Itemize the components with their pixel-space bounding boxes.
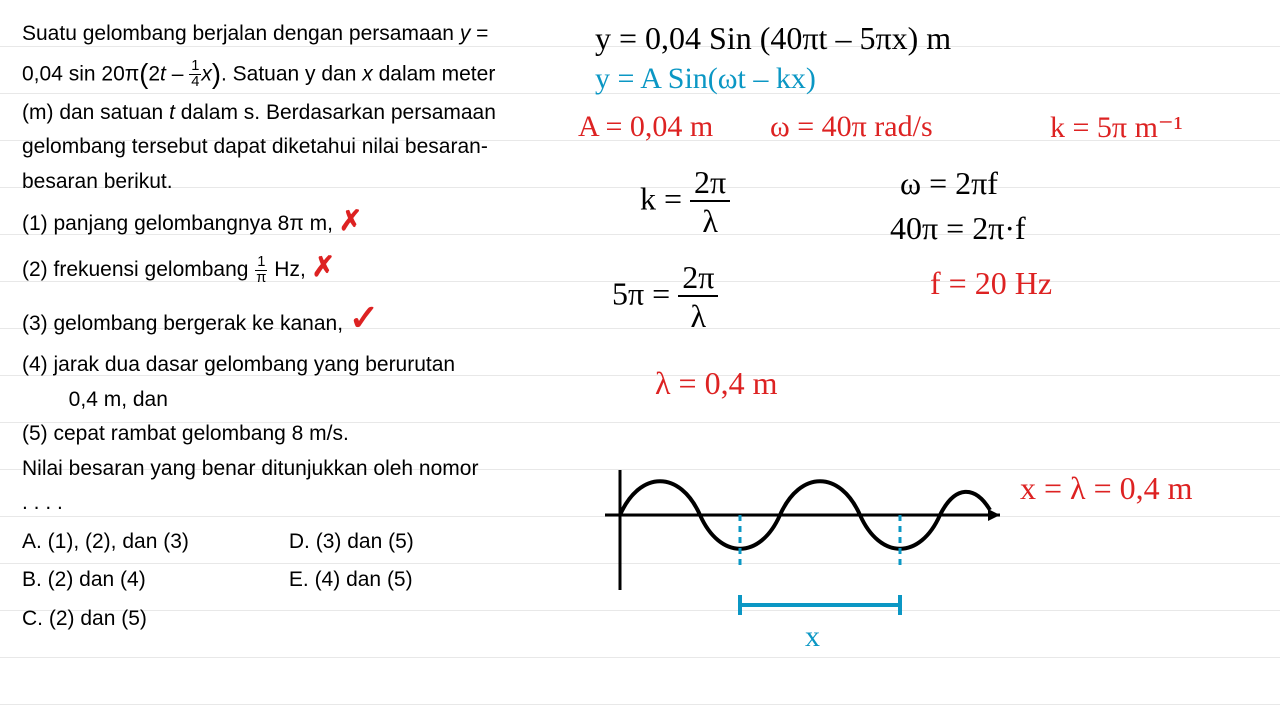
choice-e: E. (4) dan (5) xyxy=(289,564,414,597)
denominator: λ xyxy=(687,297,711,334)
numerator: 1 xyxy=(189,59,201,75)
k5pi-label: 5π = xyxy=(612,276,670,312)
hw-w-eq: ω = 2πf xyxy=(900,165,998,202)
q-line3: (m) dan satuan t dalam s. Berdasarkan pe… xyxy=(22,97,572,130)
q-text: 0,04 sin 20π xyxy=(22,62,139,85)
hw-xeq: x = λ = 0,4 m xyxy=(1020,470,1193,507)
var-x: x xyxy=(201,62,212,85)
opt-text: (2) frekuensi gelombang xyxy=(22,258,254,281)
hw-eq1: y = 0,04 Sin (40πt – 5πx) m xyxy=(595,20,951,57)
q-text: (m) dan satuan xyxy=(22,101,169,124)
option-2: (2) frekuensi gelombang 1π Hz, ✗ xyxy=(22,246,572,289)
conclusion: Nilai besaran yang benar ditunjukkan ole… xyxy=(22,453,572,486)
denominator: 4 xyxy=(189,75,201,90)
q-text: dalam s. Berdasarkan persamaan xyxy=(175,101,496,124)
opt-text: Hz, xyxy=(268,258,305,281)
arrow-head-icon xyxy=(988,509,1000,521)
fraction: 2π λ xyxy=(690,165,730,239)
hw-5pi-frac: 5π = 2π λ xyxy=(612,260,718,334)
q-line5: besaran berikut. xyxy=(22,166,572,199)
fraction: 1π xyxy=(254,255,268,285)
q-line1: Suatu gelombang berjalan dengan persamaa… xyxy=(22,18,572,51)
q-line4: gelombang tersebut dapat diketahui nilai… xyxy=(22,131,572,164)
hw-W: ω = 40π rad/s xyxy=(770,110,933,144)
hw-lambda: λ = 0,4 m xyxy=(655,365,777,402)
var-y: y xyxy=(460,22,471,45)
q-text: – xyxy=(166,62,189,85)
choice-c: C. (2) dan (5) xyxy=(22,603,189,636)
denominator: π xyxy=(254,271,268,286)
hw-w40pi: 40π = 2π·f xyxy=(890,210,1026,247)
answer-col-2: D. (3) dan (5) E. (4) dan (5) xyxy=(289,526,414,638)
hw-k-frac: k = 2π λ xyxy=(640,165,730,239)
hw-f-result: f = 20 Hz xyxy=(930,265,1052,302)
answer-choices: A. (1), (2), dan (3) B. (2) dan (4) C. (… xyxy=(22,526,572,638)
numerator: 2π xyxy=(678,260,718,297)
denominator: λ xyxy=(698,202,722,239)
fraction: 14 xyxy=(189,59,201,89)
dots: . . . . xyxy=(22,487,572,520)
eq-sign: = xyxy=(476,22,488,45)
choice-a: A. (1), (2), dan (3) xyxy=(22,526,189,559)
k-eq-label: k = xyxy=(640,181,682,217)
choice-d: D. (3) dan (5) xyxy=(289,526,414,559)
option-4b: 0,4 m, dan xyxy=(22,384,572,417)
q-text: Suatu gelombang berjalan dengan persamaa… xyxy=(22,22,460,45)
q-text: 2 xyxy=(148,62,160,85)
choice-b: B. (2) dan (4) xyxy=(22,564,189,597)
option-3: (3) gelombang bergerak ke kanan, ✓ xyxy=(22,291,572,347)
numerator: 1 xyxy=(255,255,267,271)
hw-K: k = 5π m⁻¹ xyxy=(1050,110,1183,145)
q-text: dalam meter xyxy=(373,62,496,85)
hw-A: A = 0,04 m xyxy=(578,110,713,144)
answer-col-1: A. (1), (2), dan (3) B. (2) dan (4) C. (… xyxy=(22,526,189,638)
q-line2: 0,04 sin 20π(2t – 14x). Satuan y dan x d… xyxy=(22,53,572,95)
cross-mark-icon: ✗ xyxy=(312,252,335,283)
question-block: Suatu gelombang berjalan dengan persamaa… xyxy=(22,18,572,637)
q-text: . Satuan y dan xyxy=(221,62,362,85)
fraction: 2π λ xyxy=(678,260,718,334)
option-1: (1) panjang gelombangnya 8π m, ✗ xyxy=(22,200,572,243)
cross-mark-icon: ✗ xyxy=(339,206,362,237)
var-x: x xyxy=(362,62,373,85)
opt-text: (1) panjang gelombangnya 8π m, xyxy=(22,212,333,235)
check-mark-icon: ✓ xyxy=(349,298,379,338)
hw-x-label: x xyxy=(805,620,820,654)
hw-eq2: y = A Sin(ωt – kx) xyxy=(595,62,816,96)
numerator: 2π xyxy=(690,165,730,202)
option-5: (5) cepat rambat gelombang 8 m/s. xyxy=(22,418,572,451)
option-4: (4) jarak dua dasar gelombang yang berur… xyxy=(22,349,572,382)
opt-text: (3) gelombang bergerak ke kanan, xyxy=(22,312,343,335)
